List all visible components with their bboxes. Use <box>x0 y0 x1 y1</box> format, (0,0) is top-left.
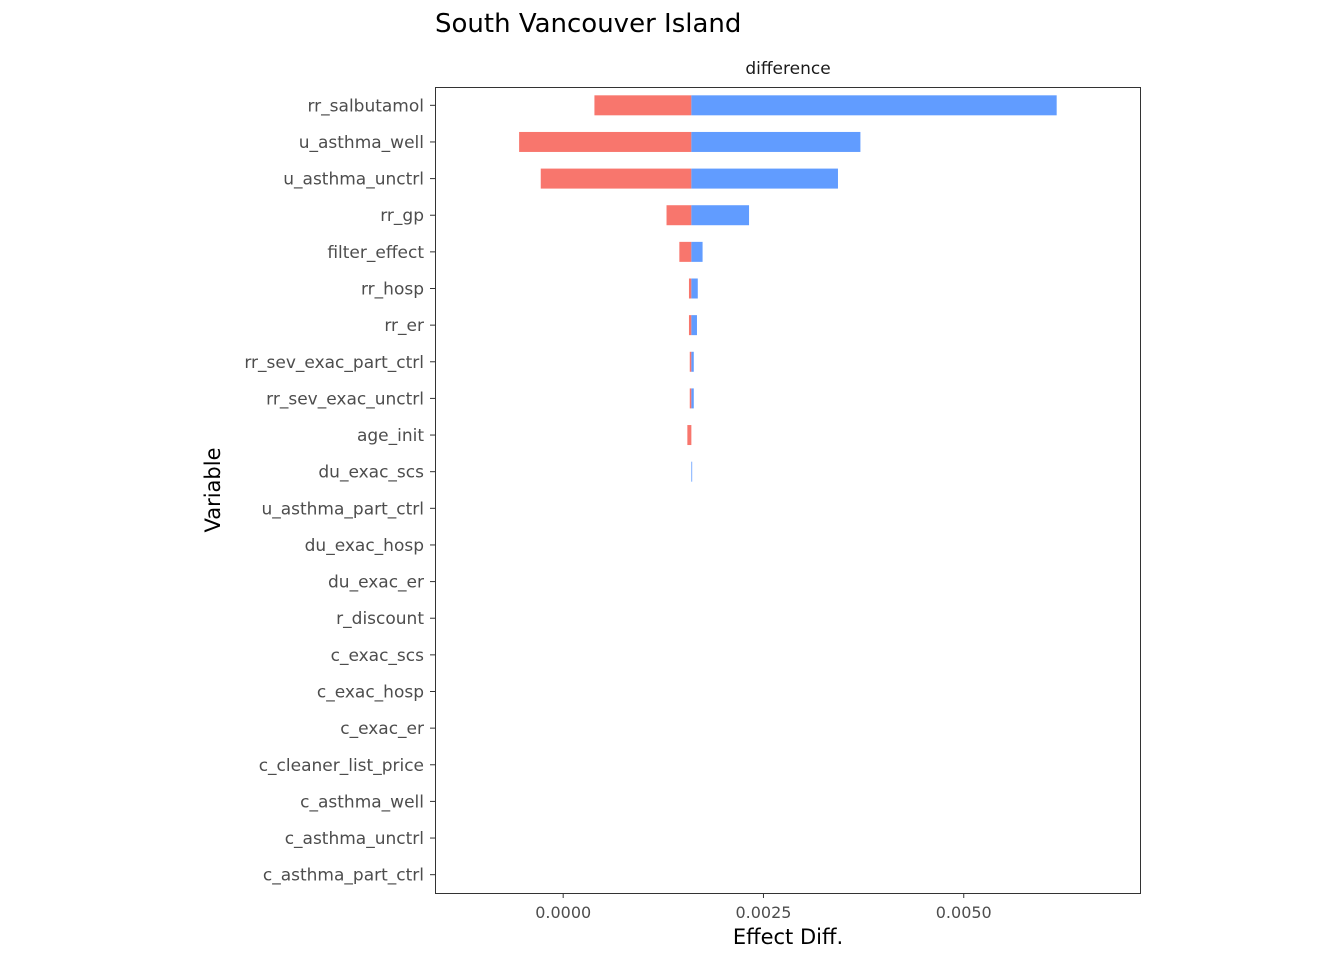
y-tick-label: rr_sev_exac_unctrl <box>266 389 424 409</box>
x-tick-label: 0.0025 <box>735 903 791 922</box>
bar-low-rr_salbutamol <box>594 95 692 116</box>
y-tick-label: c_cleaner_list_price <box>259 756 424 776</box>
bar-high-du_exac_scs <box>691 461 693 482</box>
y-tick-label: c_exac_scs <box>331 646 425 666</box>
bar-low-rr_hosp <box>688 278 692 299</box>
y-tick-label: rr_sev_exac_part_ctrl <box>244 353 424 373</box>
bar-low-u_asthma_well <box>519 131 692 152</box>
y-tick-label: filter_effect <box>327 243 424 263</box>
bar-low-rr_sev_exac_unctrl <box>689 388 692 409</box>
x-axis-label: Effect Diff. <box>733 925 843 949</box>
y-tick-label: rr_gp <box>380 206 424 226</box>
bar-high-rr_hosp <box>691 278 698 299</box>
bar-low-rr_gp <box>666 205 692 226</box>
chart-title: South Vancouver Island <box>435 9 741 39</box>
y-tick-label: u_asthma_unctrl <box>283 170 424 190</box>
y-tick-label: rr_er <box>384 316 424 336</box>
y-tick-label: c_asthma_well <box>300 792 424 812</box>
y-tick-label: rr_hosp <box>361 280 424 300</box>
y-tick-label: c_asthma_unctrl <box>285 829 424 849</box>
bar-low-filter_effect <box>679 241 692 262</box>
bar-low-age_init <box>687 425 692 446</box>
y-tick-label: du_exac_scs <box>318 463 424 483</box>
bar-high-rr_er <box>691 315 697 336</box>
bar-high-u_asthma_well <box>691 131 861 152</box>
y-axis: rr_salbutamol u_asthma_well u_asthma_unctr… <box>244 96 435 886</box>
y-tick-label: age_init <box>357 426 424 446</box>
y-tick-label: rr_salbutamol <box>307 96 424 116</box>
y-tick-label: c_asthma_part_ctrl <box>263 866 424 886</box>
y-tick-label: du_exac_er <box>328 573 424 593</box>
bar-high-rr_gp <box>691 205 750 226</box>
bars-group <box>519 95 1057 482</box>
y-tick-label: c_exac_hosp <box>317 683 424 703</box>
x-axis: 0.0000 0.0025 0.0050 <box>535 893 992 922</box>
bar-high-rr_sev_exac_unctrl <box>691 388 694 409</box>
y-tick-label: u_asthma_well <box>299 133 424 153</box>
y-tick-label: u_asthma_part_ctrl <box>261 499 424 519</box>
bar-low-rr_sev_exac_part_ctrl <box>689 351 692 372</box>
y-tick-label: c_exac_er <box>340 719 424 739</box>
plot-panel-border <box>435 87 1141 894</box>
bar-high-filter_effect <box>691 241 703 262</box>
bar-low-u_asthma_unctrl <box>540 168 692 189</box>
bar-high-rr_sev_exac_part_ctrl <box>691 351 694 372</box>
y-tick-label: r_discount <box>336 609 424 629</box>
y-tick-label: du_exac_hosp <box>305 536 424 556</box>
y-axis-label: Variable <box>201 447 225 532</box>
bar-low-rr_er <box>688 315 692 336</box>
x-tick-label: 0.0000 <box>535 903 591 922</box>
bar-high-rr_salbutamol <box>691 95 1057 116</box>
bar-high-u_asthma_unctrl <box>691 168 838 189</box>
facet-strip-label: difference <box>745 59 830 79</box>
x-tick-label: 0.0050 <box>936 903 992 922</box>
